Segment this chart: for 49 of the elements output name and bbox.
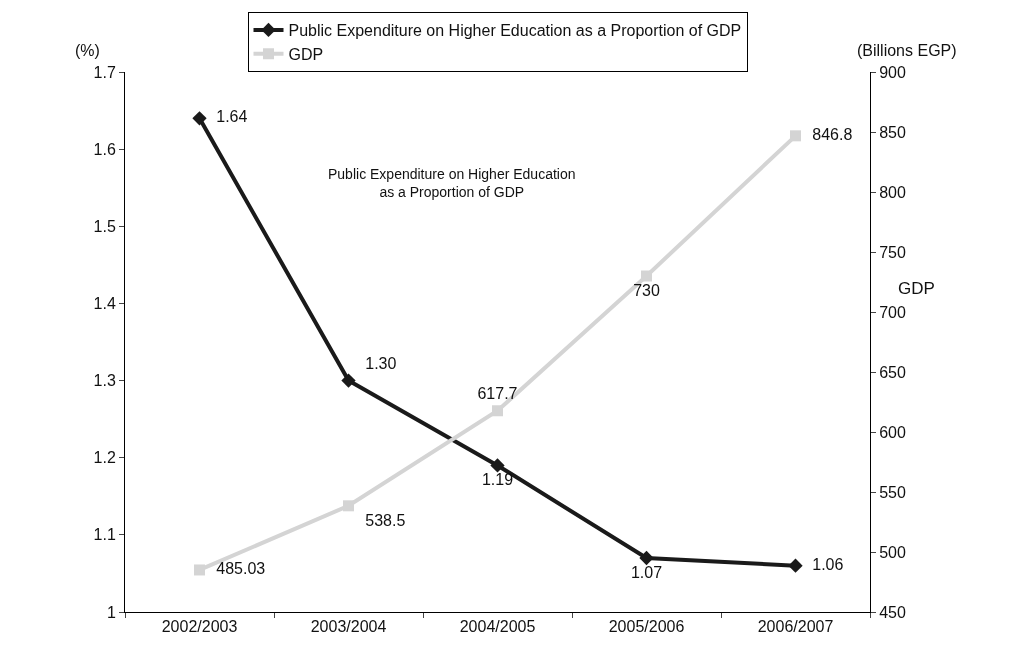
- data-label: 1.07: [622, 563, 671, 581]
- data-label: 1.19: [473, 471, 522, 489]
- point: [639, 550, 654, 566]
- y-tick-label: 1.7: [93, 63, 116, 81]
- data-label: 730: [624, 281, 669, 299]
- x-tick-label: 2006/2007: [757, 618, 834, 636]
- point: [641, 270, 652, 282]
- y2-tick-label: 750: [879, 243, 906, 261]
- point: [341, 373, 356, 388]
- y-tick-label: 1: [106, 603, 116, 621]
- point: [790, 130, 801, 142]
- point: [194, 564, 205, 576]
- y-tick-label: 1.6: [93, 140, 116, 158]
- y2-tick-label: 450: [879, 603, 906, 621]
- x-tick-label: 2004/2005: [459, 618, 536, 636]
- text: (Billions EGP): [857, 42, 957, 59]
- x-tick-label: 2003/2004: [310, 618, 387, 636]
- data-label: 617.7: [468, 384, 527, 402]
- annotation: Public Expenditure on Higher Education as a Proportion of GDP: [328, 166, 576, 201]
- point: [192, 111, 207, 126]
- y-axis-title: (%): [75, 42, 100, 59]
- point: [788, 558, 803, 573]
- data-label: 1.06: [803, 555, 853, 573]
- y2-tick-label: 650: [879, 363, 906, 381]
- y2-tick-label: 600: [879, 423, 906, 441]
- y2-tick-label: 500: [879, 543, 906, 561]
- y-tick-label: 1.3: [93, 372, 116, 390]
- y2-tick-label: 800: [879, 183, 906, 201]
- y-tick-label: 1.1: [93, 526, 116, 544]
- point: [492, 405, 503, 417]
- y-tick-label: 1.4: [93, 295, 116, 313]
- y2-tick-label: 550: [879, 483, 906, 501]
- y-tick-label: 1.2: [93, 449, 116, 467]
- x-tick-label: 2002/2003: [161, 618, 238, 636]
- y2-tick-label: 850: [879, 123, 906, 141]
- y2-tick-label: 700: [879, 303, 906, 321]
- data-label: 485.03: [207, 559, 275, 577]
- data-label: 846.8: [803, 125, 862, 143]
- y-tick-label: 1.5: [93, 217, 116, 235]
- point: [343, 500, 354, 512]
- data-label: 538.5: [356, 511, 415, 529]
- x-tick-label: 2005/2006: [608, 618, 685, 636]
- point: [490, 458, 505, 473]
- data-label: 1.30: [356, 354, 406, 372]
- y2-axis-title: GDP: [898, 279, 935, 298]
- data-label: 1.64: [207, 108, 257, 126]
- legend-label: Public Expenditure on Higher Education as a Proportion of GDP: [288, 22, 742, 40]
- y2-tick-label: 900: [879, 63, 906, 81]
- legend-label: GDP: [288, 45, 324, 63]
